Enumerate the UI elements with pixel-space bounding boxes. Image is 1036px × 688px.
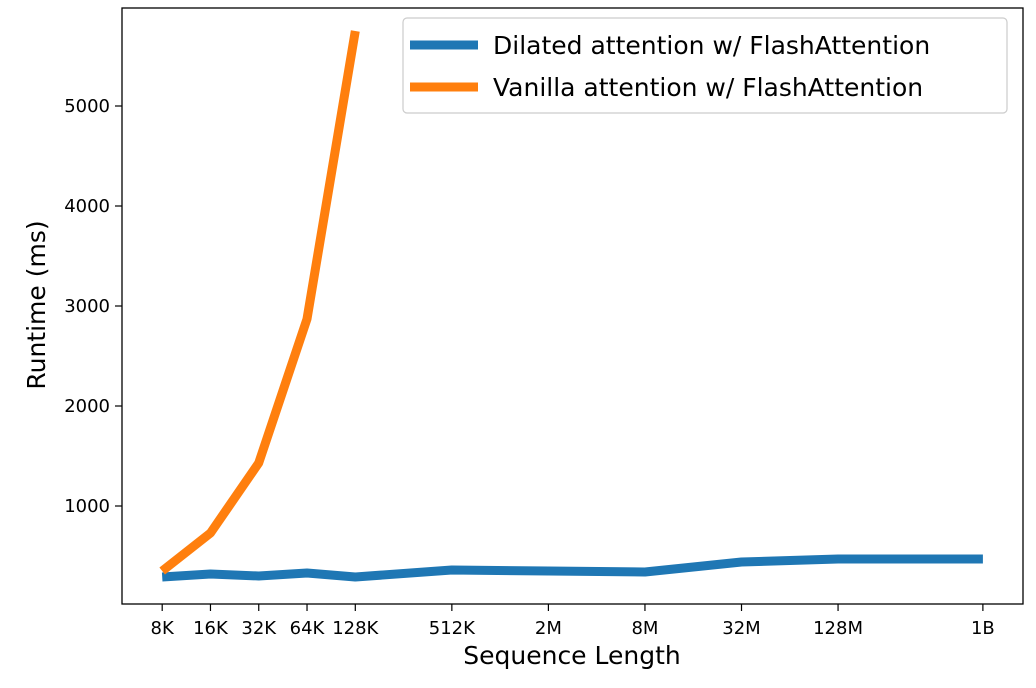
- y-tick-label: 4000: [64, 196, 110, 217]
- x-tick-label: 32K: [241, 618, 277, 639]
- x-tick-label: 8M: [631, 618, 658, 639]
- series-line-1: [159, 30, 360, 575]
- y-tick-label: 1000: [64, 496, 110, 517]
- x-tick-label: 128K: [332, 618, 379, 639]
- y-axis: 1000 2000 3000 4000 5000: [64, 96, 122, 517]
- legend-box: [402, 17, 1008, 114]
- x-tick-label: 128M: [813, 618, 863, 639]
- y-tick-label: 5000: [64, 96, 110, 117]
- x-tick-label: 64K: [290, 618, 326, 639]
- x-axis-label: Sequence Length: [463, 641, 681, 670]
- y-axis-label: Runtime (ms): [22, 220, 51, 389]
- x-tick-label: 16K: [193, 618, 229, 639]
- x-tick-label: 32M: [722, 618, 760, 639]
- x-tick-label: 2M: [535, 618, 562, 639]
- x-tick-label: 512K: [429, 618, 476, 639]
- series-line-0: [161, 554, 983, 582]
- legend-label-1: Vanilla attention w/ FlashAttention: [493, 73, 923, 102]
- y-tick-label: 3000: [64, 296, 110, 317]
- y-tick-label: 2000: [64, 396, 110, 417]
- x-tick-label: 8K: [151, 618, 175, 639]
- x-tick-label: 1B: [971, 618, 995, 639]
- x-axis: 8K 16K 32K 64K 128K 512K 2M 8M 32M 128M 1B: [151, 604, 995, 639]
- legend: Dilated attention w/ FlashAttention Vanil…: [402, 17, 1008, 114]
- legend-label-0: Dilated attention w/ FlashAttention: [493, 31, 930, 60]
